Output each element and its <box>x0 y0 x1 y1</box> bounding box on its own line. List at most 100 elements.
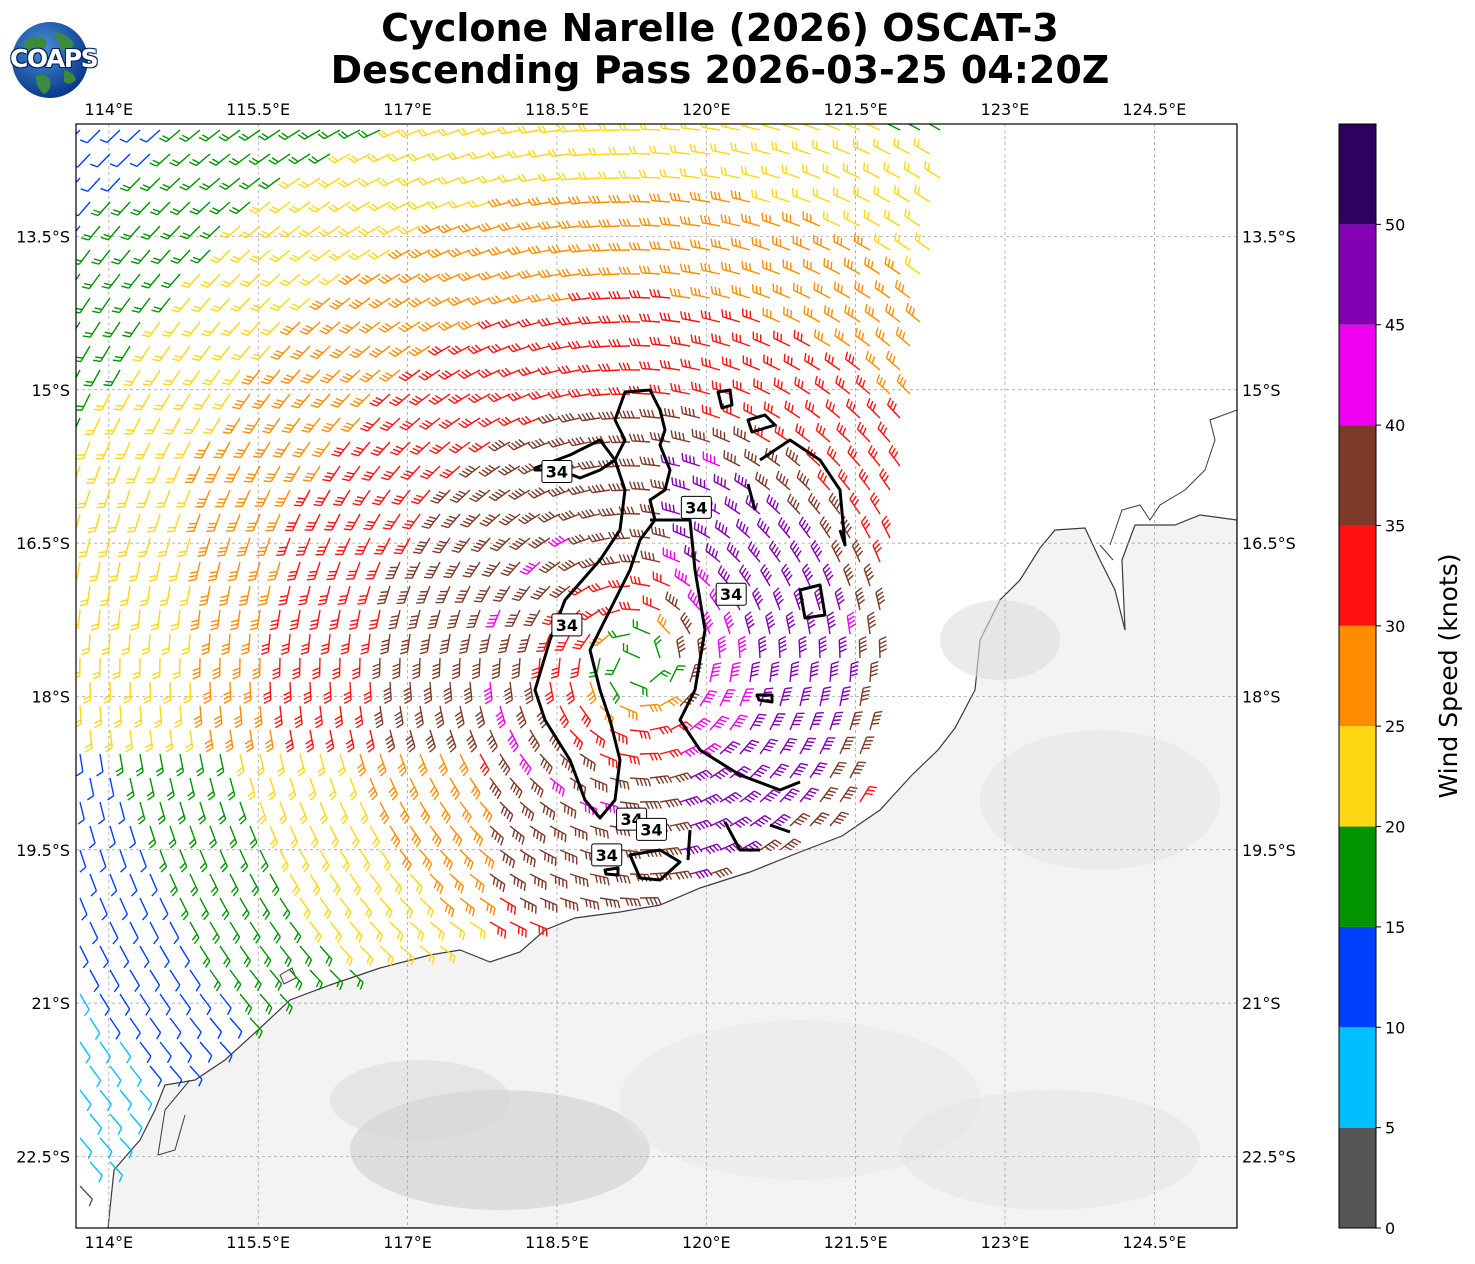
wind-barb <box>134 441 151 460</box>
wind-barb <box>659 216 681 227</box>
wind-barb <box>659 696 683 707</box>
wind-barb <box>492 585 511 602</box>
wind-barb <box>419 849 433 871</box>
wind-barb <box>527 293 551 303</box>
wind-barb <box>680 405 701 419</box>
wind-barb <box>463 681 473 705</box>
wind-barb <box>159 945 170 969</box>
wind-barb <box>529 921 548 937</box>
wind-barb <box>769 763 790 779</box>
wind-barb <box>378 369 401 382</box>
wind-barb <box>329 969 344 991</box>
wind-barb <box>262 417 281 434</box>
wind-barb <box>149 873 158 897</box>
wind-barb <box>99 585 111 607</box>
wind-barb <box>487 343 511 354</box>
wind-barb <box>539 897 558 913</box>
wind-barb <box>639 752 662 761</box>
wind-barb <box>428 393 451 405</box>
wind-barb <box>639 800 662 810</box>
wind-barb <box>524 681 534 705</box>
wind-barb <box>116 489 131 509</box>
wind-barb <box>709 662 722 683</box>
wind-barb <box>650 525 671 539</box>
wind-barb <box>157 537 171 558</box>
wind-barb <box>139 1041 152 1064</box>
wind-barb <box>93 345 111 363</box>
wind-barb <box>288 201 311 213</box>
wind-barb <box>567 195 591 205</box>
wind-barb <box>457 320 481 331</box>
wind-barb <box>239 945 251 968</box>
wind-barb <box>102 321 121 338</box>
wind-barb <box>659 748 683 758</box>
colorbar-bin <box>1339 525 1376 626</box>
wind-barb <box>319 849 330 873</box>
wind-barb <box>570 657 581 679</box>
wind-barb <box>824 352 841 371</box>
wind-barb <box>189 153 211 167</box>
wind-barb <box>379 417 401 432</box>
wind-barb <box>198 129 221 142</box>
wind-barb <box>477 126 501 136</box>
wind-barb <box>895 326 911 347</box>
wind-barb <box>399 945 415 966</box>
wind-barb <box>445 729 457 753</box>
wind-barb <box>527 438 551 450</box>
wind-barb <box>377 225 401 236</box>
wind-barb <box>439 897 455 918</box>
wind-barb <box>135 753 144 777</box>
wind-barb <box>777 517 791 539</box>
wind-barb <box>349 345 371 359</box>
wind-barb <box>769 661 780 683</box>
wind-barb <box>497 174 521 183</box>
wind-barb <box>427 297 451 307</box>
wind-barb <box>843 563 854 587</box>
wind-barb <box>467 393 491 404</box>
wind-barb <box>796 470 811 491</box>
wind-barb <box>818 636 827 659</box>
wind-barb <box>477 368 501 379</box>
wind-barb <box>203 417 221 435</box>
wind-barb <box>741 260 761 275</box>
wind-barb <box>913 137 931 155</box>
wind-barb <box>293 489 311 507</box>
wind-barb <box>343 681 352 704</box>
wind-barb <box>487 295 511 305</box>
wind-barb <box>289 297 311 311</box>
wind-barb <box>107 777 115 801</box>
wind-barb <box>751 189 771 203</box>
wind-barb <box>527 342 551 352</box>
wind-barb <box>183 681 192 704</box>
wind-barb <box>387 249 411 260</box>
wind-barb <box>733 426 751 443</box>
wind-barb <box>81 633 91 656</box>
wind-barb <box>875 587 886 611</box>
wind-barb <box>250 345 271 361</box>
wind-barb <box>549 777 565 797</box>
wind-barb <box>256 537 271 557</box>
wind-barb <box>283 465 301 483</box>
wind-barb <box>783 306 801 323</box>
wind-barb <box>96 489 111 509</box>
wind-barb <box>89 921 99 945</box>
wind-barb <box>129 153 151 168</box>
wind-barb <box>527 245 551 255</box>
wind-barb <box>189 873 199 897</box>
wind-barb <box>569 729 584 751</box>
wind-barb <box>249 297 271 312</box>
wind-barb <box>269 873 280 897</box>
logo-text: COAPS <box>10 44 99 73</box>
wind-barb <box>567 534 591 545</box>
wind-barb <box>160 225 181 240</box>
wind-barb <box>598 363 621 372</box>
wind-barb <box>389 873 403 895</box>
wind-barb <box>299 849 310 873</box>
wind-barb <box>290 345 311 360</box>
wind-barb <box>209 873 219 897</box>
wind-barb <box>371 489 391 506</box>
wind-barb <box>853 233 871 251</box>
wind-barb <box>739 739 760 755</box>
wind-barb <box>320 633 331 655</box>
wind-barb <box>172 657 181 680</box>
